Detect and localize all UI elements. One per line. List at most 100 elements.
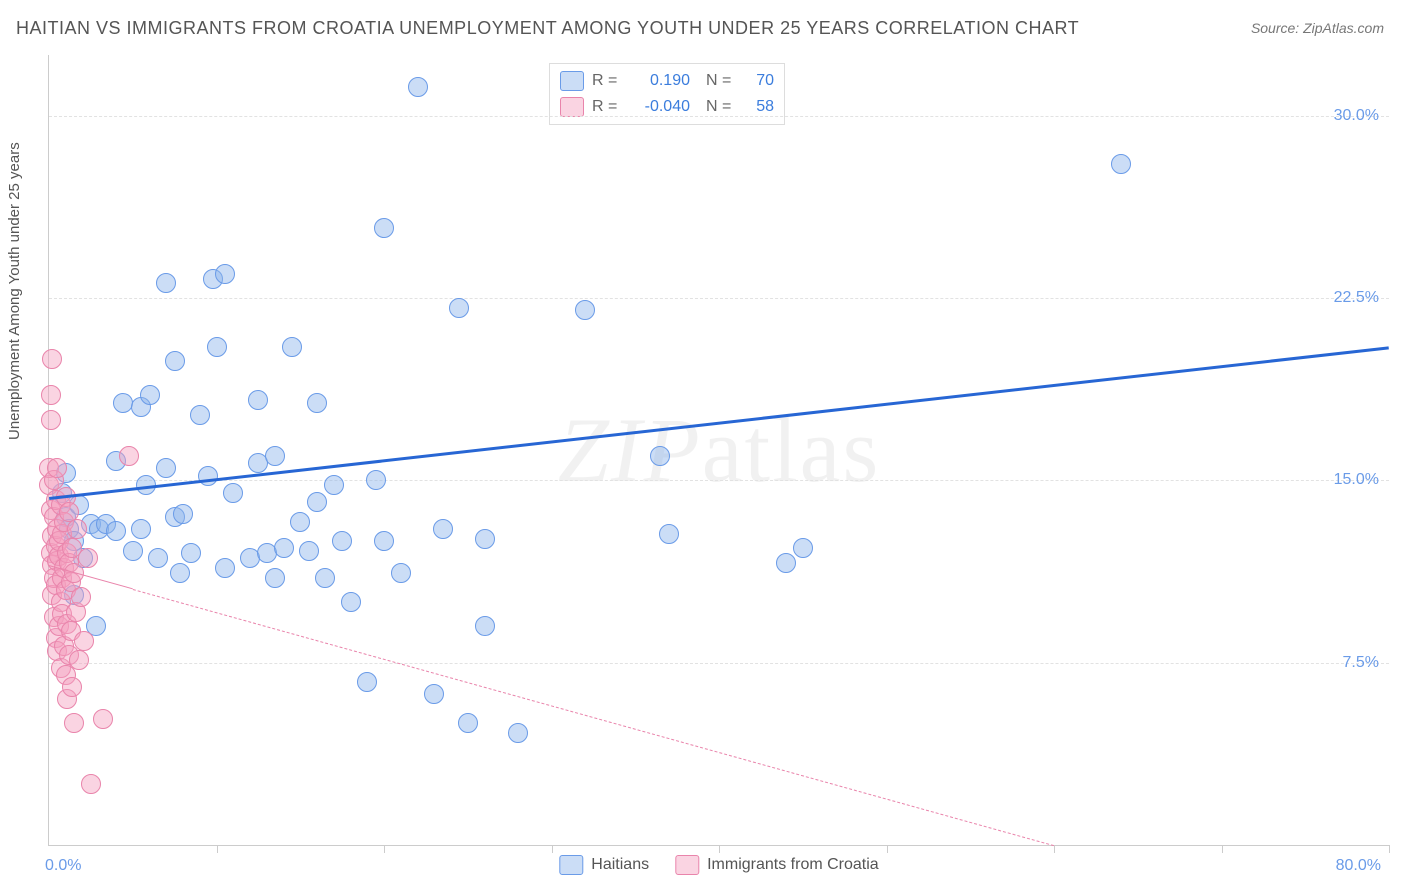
data-point: [374, 531, 394, 551]
data-point: [62, 677, 82, 697]
x-tick: [1054, 845, 1055, 853]
legend-row: R = 0.190 N = 70: [560, 68, 774, 94]
data-point: [93, 709, 113, 729]
data-point: [265, 446, 285, 466]
data-point: [366, 470, 386, 490]
data-point: [67, 519, 87, 539]
data-point: [41, 385, 61, 405]
y-tick-label: 7.5%: [1343, 654, 1379, 672]
data-point: [119, 446, 139, 466]
data-point: [131, 519, 151, 539]
page-title: HAITIAN VS IMMIGRANTS FROM CROATIA UNEMP…: [16, 18, 1079, 39]
data-point: [106, 521, 126, 541]
x-tick: [384, 845, 385, 853]
data-point: [433, 519, 453, 539]
x-tick: [1389, 845, 1390, 853]
data-point: [307, 492, 327, 512]
data-point: [181, 543, 201, 563]
series-swatch: [560, 97, 584, 117]
data-point: [156, 458, 176, 478]
source-credit: Source: ZipAtlas.com: [1251, 20, 1384, 36]
n-value: 70: [744, 72, 774, 90]
data-point: [148, 548, 168, 568]
data-point: [81, 774, 101, 794]
x-tick: [719, 845, 720, 853]
x-axis-min: 0.0%: [45, 857, 81, 875]
x-tick: [1222, 845, 1223, 853]
data-point: [508, 723, 528, 743]
data-point: [47, 458, 67, 478]
data-point: [71, 587, 91, 607]
data-point: [458, 713, 478, 733]
data-point: [74, 631, 94, 651]
legend-label: Immigrants from Croatia: [707, 856, 879, 874]
legend-item: Immigrants from Croatia: [675, 855, 879, 875]
data-point: [42, 349, 62, 369]
series-swatch: [675, 855, 699, 875]
data-point: [282, 337, 302, 357]
scatter-chart: ZIPatlas R = 0.190 N = 70 R = -0.040 N =…: [48, 55, 1389, 846]
data-point: [575, 300, 595, 320]
data-point: [374, 218, 394, 238]
legend-label: Haitians: [591, 856, 649, 874]
data-point: [659, 524, 679, 544]
data-point: [173, 504, 193, 524]
data-point: [170, 563, 190, 583]
r-label: R =: [592, 98, 622, 116]
data-point: [324, 475, 344, 495]
gridline: [49, 116, 1389, 117]
data-point: [776, 553, 796, 573]
x-tick: [552, 845, 553, 853]
data-point: [793, 538, 813, 558]
data-point: [391, 563, 411, 583]
y-tick-label: 15.0%: [1334, 471, 1379, 489]
data-point: [449, 298, 469, 318]
data-point: [315, 568, 335, 588]
data-point: [475, 529, 495, 549]
gridline: [49, 663, 1389, 664]
series-legend: Haitians Immigrants from Croatia: [559, 855, 878, 875]
data-point: [123, 541, 143, 561]
data-point: [165, 351, 185, 371]
data-point: [299, 541, 319, 561]
data-point: [64, 713, 84, 733]
gridline: [49, 480, 1389, 481]
data-point: [215, 264, 235, 284]
data-point: [190, 405, 210, 425]
n-value: 58: [744, 98, 774, 116]
data-point: [265, 568, 285, 588]
data-point: [290, 512, 310, 532]
data-point: [408, 77, 428, 97]
data-point: [341, 592, 361, 612]
n-label: N =: [706, 98, 736, 116]
data-point: [69, 650, 89, 670]
trend-line: [49, 347, 1389, 501]
r-value: 0.190: [630, 72, 690, 90]
data-point: [274, 538, 294, 558]
x-tick: [887, 845, 888, 853]
data-point: [424, 684, 444, 704]
data-point: [307, 393, 327, 413]
n-label: N =: [706, 72, 736, 90]
data-point: [78, 548, 98, 568]
data-point: [475, 616, 495, 636]
data-point: [650, 446, 670, 466]
data-point: [248, 390, 268, 410]
series-swatch: [560, 71, 584, 91]
data-point: [223, 483, 243, 503]
r-label: R =: [592, 72, 622, 90]
y-tick-label: 30.0%: [1334, 107, 1379, 125]
gridline: [49, 298, 1389, 299]
trend-line: [132, 589, 1054, 846]
data-point: [156, 273, 176, 293]
r-value: -0.040: [630, 98, 690, 116]
x-tick: [217, 845, 218, 853]
watermark: ZIPatlas: [558, 397, 881, 503]
data-point: [332, 531, 352, 551]
data-point: [1111, 154, 1131, 174]
y-tick-label: 22.5%: [1334, 289, 1379, 307]
data-point: [113, 393, 133, 413]
legend-item: Haitians: [559, 855, 649, 875]
data-point: [140, 385, 160, 405]
x-axis-max: 80.0%: [1336, 857, 1381, 875]
